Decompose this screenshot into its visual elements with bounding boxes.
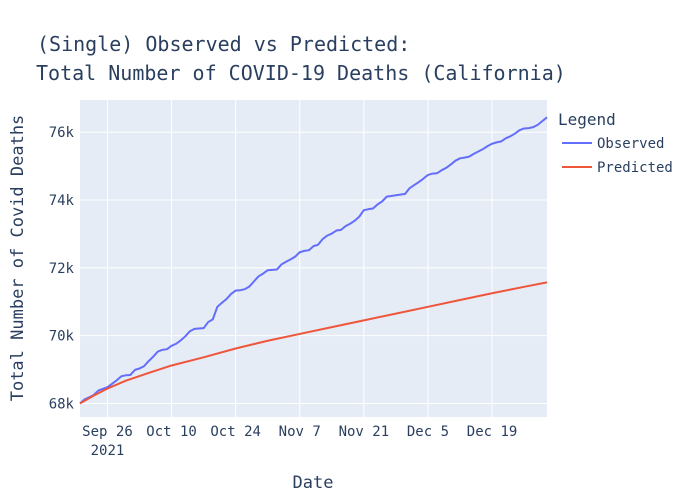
y-tick-label: 68k (49, 396, 75, 412)
x-axis-label: Date (293, 473, 334, 493)
series-layer (79, 116, 548, 405)
x-tick-label: Dec 5 (407, 424, 449, 440)
series-line-observed (79, 116, 548, 405)
x-tick-label: Dec 19 (467, 424, 518, 440)
x-tick-sublabel: 2021 (91, 443, 125, 459)
chart-title-line-1: (Single) Observed vs Predicted: (37, 32, 410, 56)
series-line-predicted (79, 281, 548, 405)
legend: Legend Observed Predicted (558, 110, 673, 176)
x-tick-label: Sep 26 (82, 424, 133, 440)
legend-predicted-label[interactable]: Predicted (597, 160, 673, 176)
y-tick-label: 72k (49, 261, 75, 277)
y-axis-label: Total Number of Covid Deaths (8, 115, 28, 402)
x-tick-label: Oct 24 (210, 424, 261, 440)
y-tick-label: 70k (49, 329, 75, 345)
y-tick-label: 74k (49, 193, 75, 209)
x-tick-label: Nov 7 (279, 424, 321, 440)
x-tick-label: Nov 21 (339, 424, 390, 440)
legend-title: Legend (558, 110, 616, 129)
y-tick-label: 76k (49, 125, 75, 141)
ticks: 68k 70k 72k 74k 76k Sep 26 2021 Oct 10 Oct 24 Nov… (49, 125, 518, 459)
plot-area (80, 100, 547, 417)
grid (80, 100, 547, 417)
chart-title-line-2: Total Number of COVID-19 Deaths (Califor… (36, 61, 566, 85)
x-tick-label: Oct 10 (146, 424, 197, 440)
legend-observed-label[interactable]: Observed (597, 136, 664, 152)
